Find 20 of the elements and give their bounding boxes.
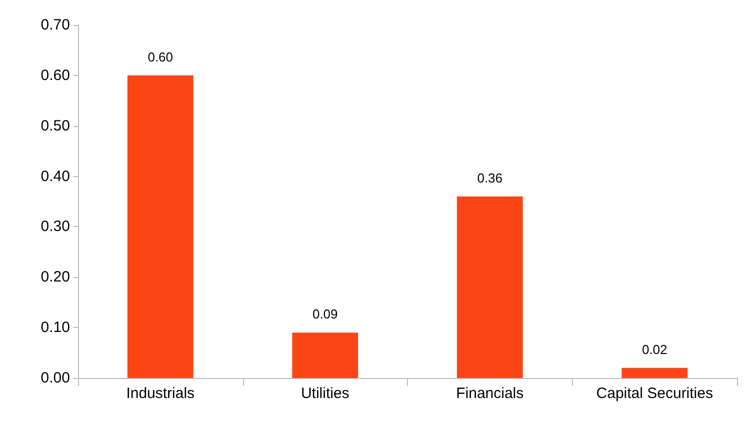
bar [622, 368, 688, 378]
y-tick-label: 0.00 [40, 370, 70, 386]
data-label: 0.60 [148, 49, 174, 64]
y-tick-label: 0.60 [40, 66, 70, 84]
x-tick-label: Industrials [126, 385, 195, 402]
bar [127, 75, 194, 378]
data-label: 0.09 [312, 306, 338, 322]
y-tick-label: 0.50 [40, 117, 70, 134]
y-tick-label: 0.40 [40, 168, 70, 185]
y-tick-label: 0.10 [40, 319, 70, 336]
bar [456, 196, 523, 378]
y-tick-label: 0.30 [40, 218, 70, 236]
y-tick-label: 0.20 [40, 268, 70, 286]
data-label: 0.02 [642, 342, 668, 357]
x-tick-label: Capital Securities [596, 385, 713, 402]
bar [292, 332, 358, 378]
data-label: 0.36 [477, 170, 503, 186]
y-tick-label: 0.70 [40, 16, 70, 34]
x-tick-label: Utilities [300, 385, 350, 402]
x-tick-label: Financials [456, 385, 524, 402]
